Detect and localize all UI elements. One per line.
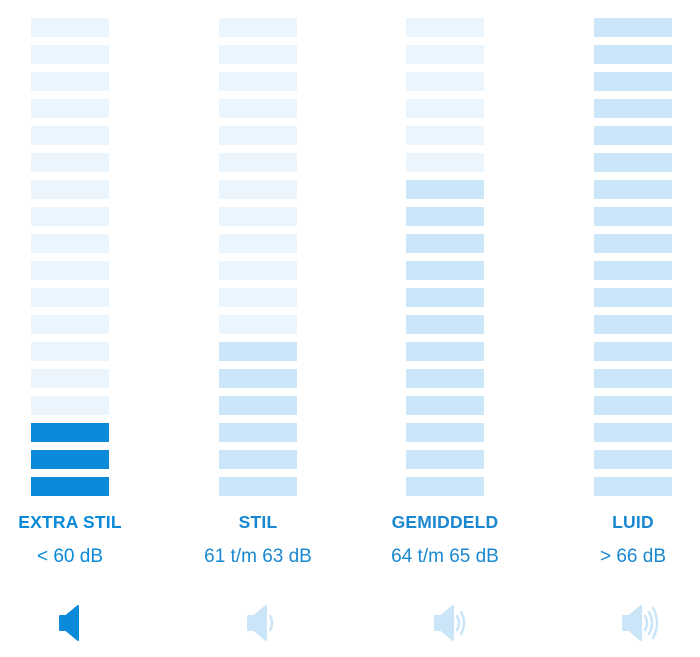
speaker-muted-icon (59, 605, 79, 641)
meter-segment (31, 369, 109, 388)
meter-segment (219, 288, 297, 307)
meter-segment-active (594, 72, 672, 91)
meter-segment (31, 126, 109, 145)
meter-segment-active (219, 477, 297, 496)
meter-segment (219, 180, 297, 199)
meter-segment-active (219, 423, 297, 442)
meter-segment-active (406, 450, 484, 469)
meter-segment-active (594, 288, 672, 307)
meter-segment-active (406, 180, 484, 199)
meter-segment-active (594, 396, 672, 415)
level-meter (31, 18, 109, 504)
meter-segment (31, 342, 109, 361)
meter-segment-active (594, 450, 672, 469)
meter-segment (219, 126, 297, 145)
level-label: LUID (612, 512, 654, 532)
meter-segment (406, 45, 484, 64)
level-label: GEMIDDELD (391, 512, 499, 532)
speaker-low-icon (247, 605, 274, 641)
meter-segment-active (594, 261, 672, 280)
meter-segment-active (594, 369, 672, 388)
meter-segment-active (219, 342, 297, 361)
meter-segment (31, 99, 109, 118)
meter-segment-active (406, 342, 484, 361)
meter-segment-active (406, 288, 484, 307)
level-label: EXTRA STIL (18, 512, 122, 532)
meter-segment (406, 72, 484, 91)
meter-segment-active (594, 342, 672, 361)
meter-segment (31, 45, 109, 64)
meter-segment-active (594, 99, 672, 118)
meter-segment-active (219, 396, 297, 415)
noise-level-column-stil: STIL 61 t/m 63 dB (188, 0, 328, 657)
meter-segment-active (31, 477, 109, 496)
meter-segment (219, 45, 297, 64)
meter-segment-active (594, 45, 672, 64)
level-range: > 66 dB (599, 546, 667, 567)
noise-level-column-extra-stil: EXTRA STIL < 60 dB (0, 0, 140, 657)
noise-level-column-luid: LUID > 66 dB (563, 0, 700, 657)
meter-segment (31, 315, 109, 334)
level-label: STIL (238, 512, 278, 532)
meter-segment-active (594, 234, 672, 253)
meter-segment-active (406, 234, 484, 253)
meter-segment (219, 18, 297, 37)
meter-segment-active (594, 126, 672, 145)
meter-segment-active (594, 315, 672, 334)
meter-segment (31, 72, 109, 91)
meter-segment-active (594, 207, 672, 226)
meter-segment-active (406, 423, 484, 442)
level-range: 61 t/m 63 dB (204, 546, 312, 567)
meter-segment (31, 288, 109, 307)
meter-segment-active (594, 153, 672, 172)
meter-segment-active (406, 261, 484, 280)
meter-segment (31, 18, 109, 37)
meter-segment (31, 180, 109, 199)
meter-segment-active (31, 423, 109, 442)
meter-segment (31, 261, 109, 280)
meter-segment-active (406, 207, 484, 226)
meter-segment-active (219, 369, 297, 388)
meter-segment (219, 234, 297, 253)
level-range: 64 t/m 65 dB (391, 546, 499, 567)
speaker-high-icon (622, 605, 659, 641)
meter-segment-active (406, 477, 484, 496)
level-meter (219, 18, 297, 504)
meter-segment-active (594, 423, 672, 442)
meter-segment (406, 126, 484, 145)
meter-segment (31, 234, 109, 253)
level-range: < 60 dB (36, 546, 104, 567)
meter-segment (219, 72, 297, 91)
meter-segment (219, 99, 297, 118)
meter-segment-active (31, 450, 109, 469)
meter-segment-active (219, 450, 297, 469)
meter-segment-active (406, 369, 484, 388)
meter-segment (31, 396, 109, 415)
meter-segment-active (406, 315, 484, 334)
meter-segment-active (594, 477, 672, 496)
meter-segment (31, 207, 109, 226)
meter-segment (406, 99, 484, 118)
meter-segment (31, 153, 109, 172)
level-meter (594, 18, 672, 504)
meter-segment (219, 315, 297, 334)
speaker-medium-icon (434, 605, 466, 641)
meter-segment (406, 18, 484, 37)
level-meter (406, 18, 484, 504)
meter-segment (219, 153, 297, 172)
meter-segment (219, 261, 297, 280)
meter-segment (406, 153, 484, 172)
meter-segment (219, 207, 297, 226)
meter-segment-active (594, 180, 672, 199)
meter-segment-active (406, 396, 484, 415)
noise-level-column-gemiddeld: GEMIDDELD 64 t/m 65 dB (375, 0, 515, 657)
meter-segment-active (594, 18, 672, 37)
